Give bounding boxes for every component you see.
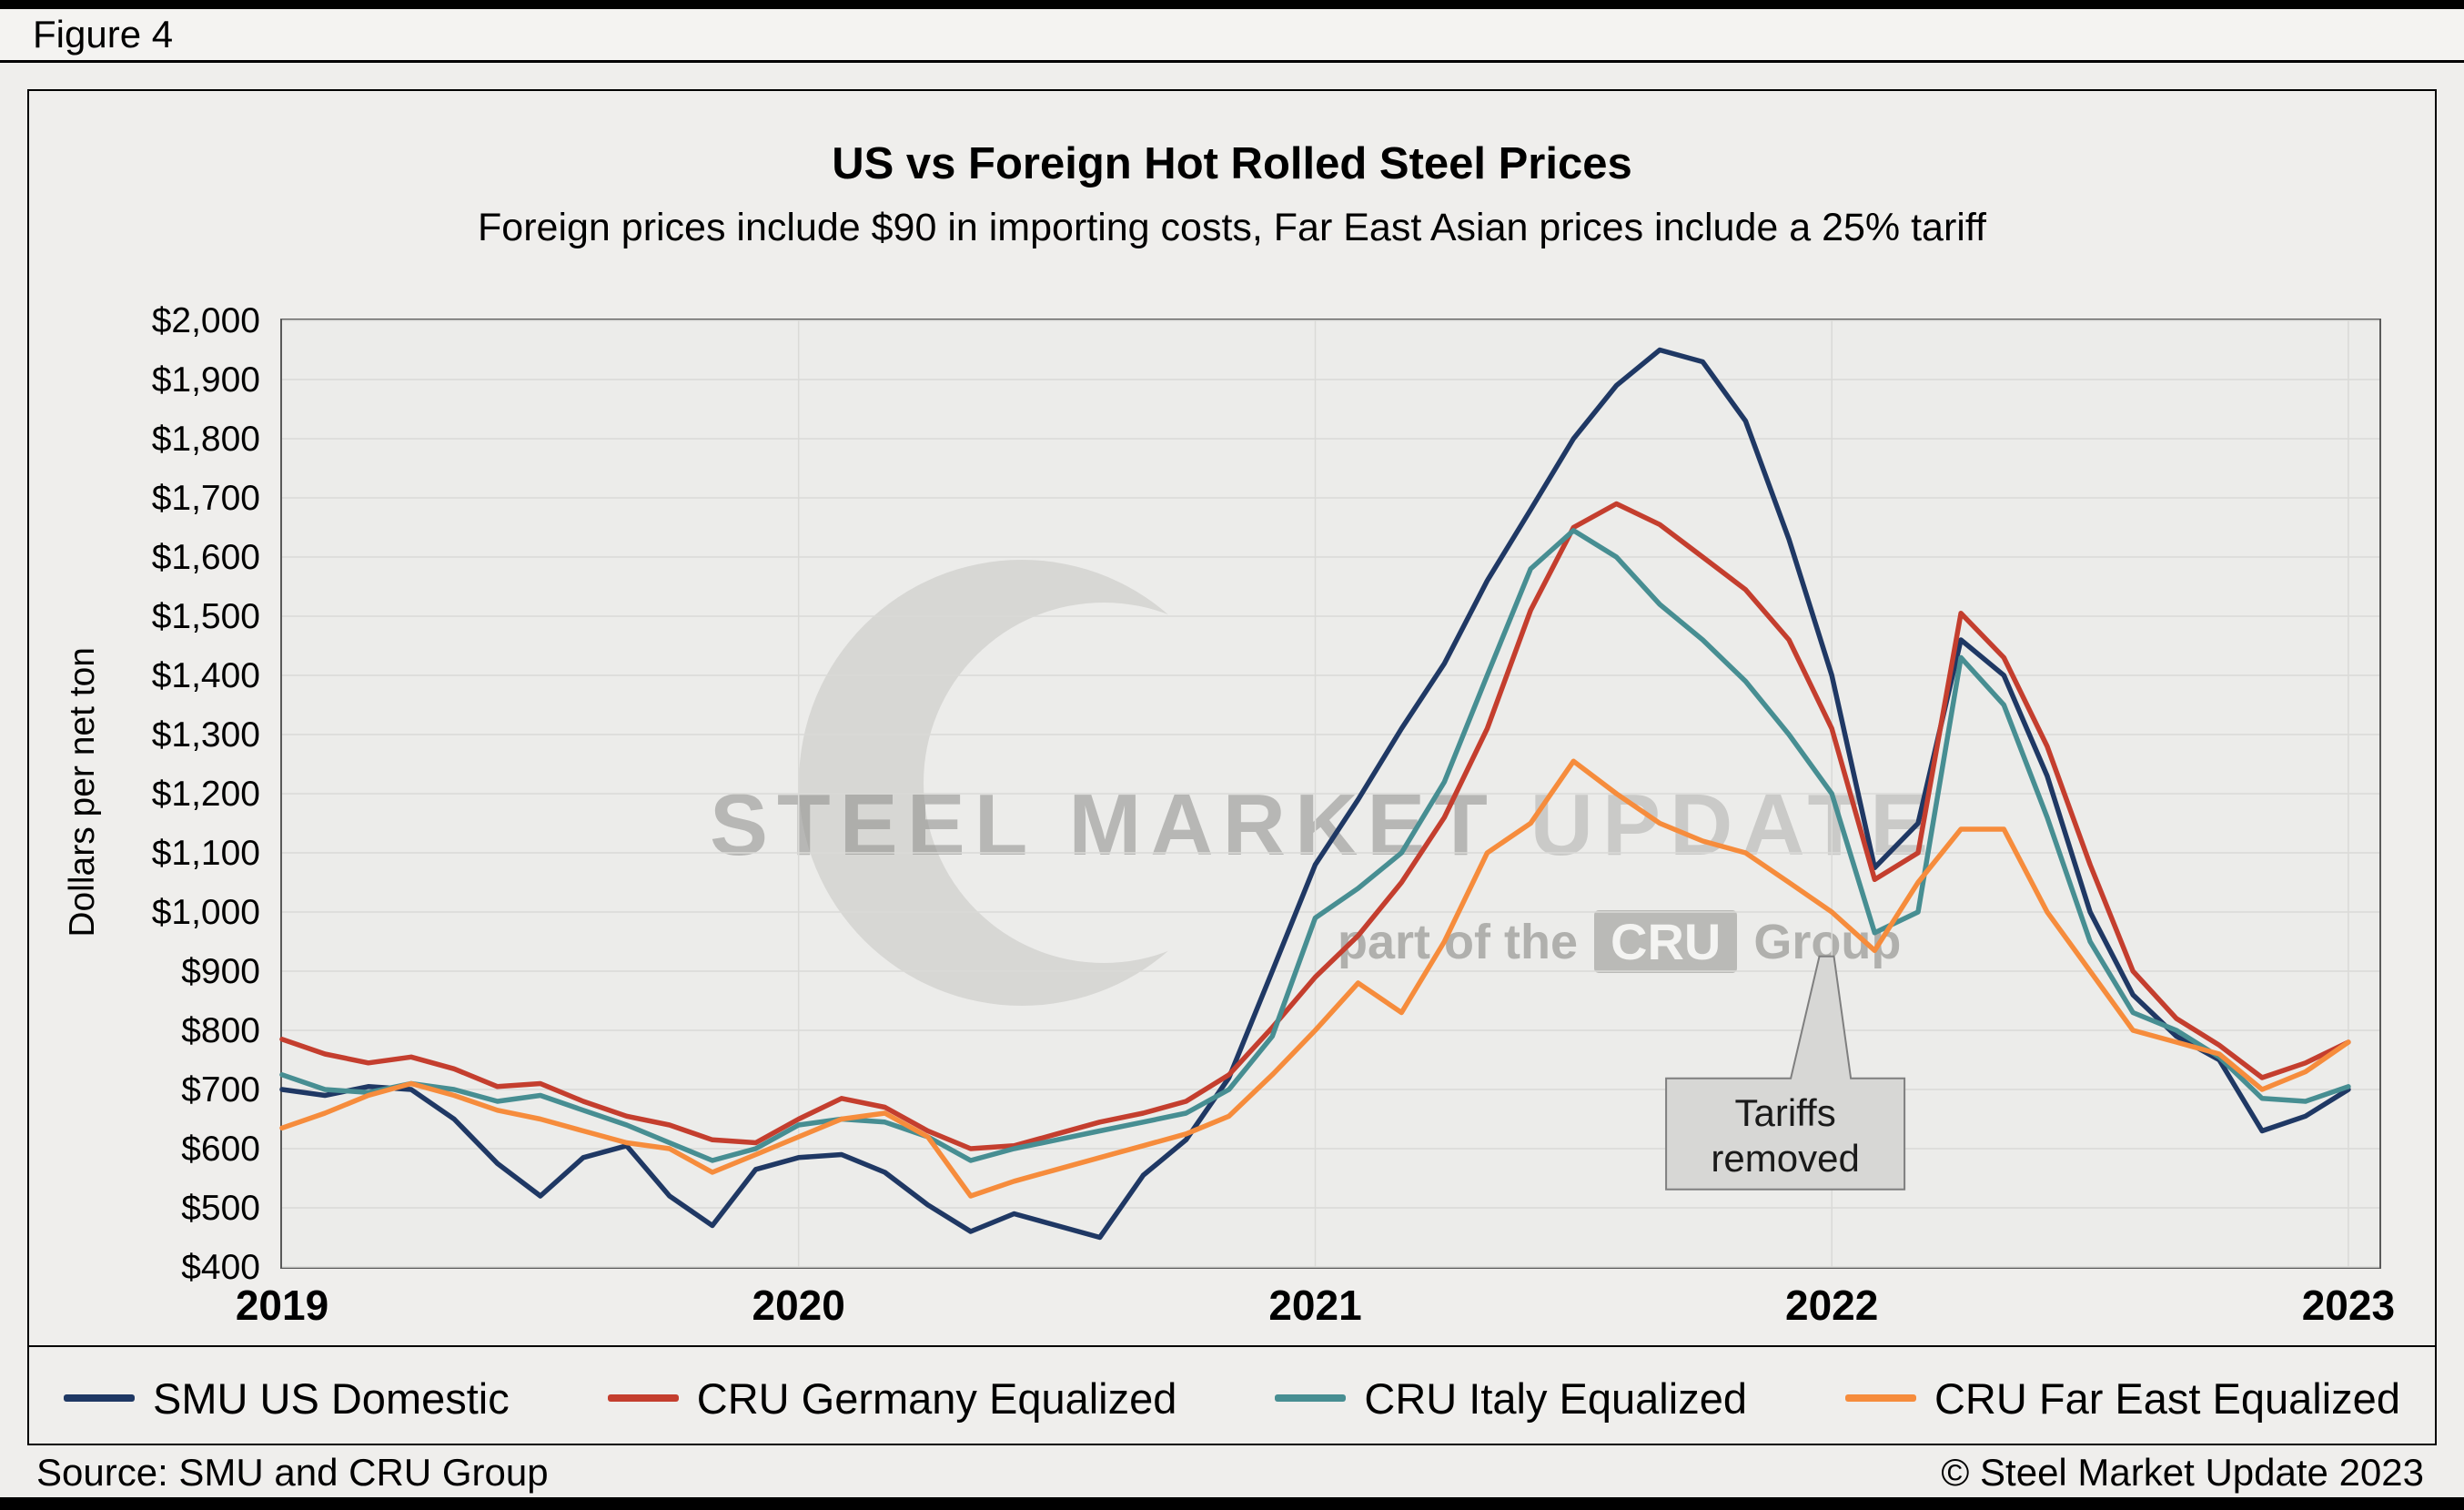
svg-text:$700: $700 — [181, 1070, 260, 1110]
svg-text:$1,800: $1,800 — [152, 420, 260, 459]
source-text: Source: SMU and CRU Group — [36, 1451, 549, 1494]
legend-item-cru-italy: CRU Italy Equalized — [1275, 1373, 1747, 1424]
svg-text:Tariffs: Tariffs — [1734, 1091, 1835, 1134]
legend-label: CRU Far East Equalized — [1934, 1373, 2400, 1423]
legend-label: SMU US Domestic — [153, 1373, 510, 1423]
y-axis-label: Dollars per net ton — [63, 646, 102, 937]
figure-footer: Source: SMU and CRU Group © Steel Market… — [0, 1449, 2464, 1496]
legend-item-smu-us-domestic: SMU US Domestic — [64, 1373, 510, 1424]
figure-label: Figure 4 — [33, 13, 174, 56]
svg-text:$1,500: $1,500 — [152, 597, 260, 636]
svg-text:$1,300: $1,300 — [152, 715, 260, 755]
legend-swatch-germany — [607, 1394, 679, 1402]
svg-text:$1,100: $1,100 — [152, 834, 260, 873]
svg-text:$1,900: $1,900 — [152, 360, 260, 400]
figure-header: Figure 4 — [0, 9, 2464, 63]
legend: SMU US Domestic CRU Germany Equalized CR… — [29, 1354, 2435, 1442]
chart-panel: US vs Foreign Hot Rolled Steel Prices Fo… — [27, 89, 2437, 1445]
legend-swatch-smu — [64, 1394, 136, 1402]
window-top-edge — [0, 0, 2464, 9]
legend-swatch-far-east — [1844, 1394, 1916, 1402]
svg-text:$1,400: $1,400 — [152, 656, 260, 695]
svg-text:2019: 2019 — [236, 1282, 328, 1329]
svg-text:$500: $500 — [181, 1189, 260, 1228]
svg-text:2023: 2023 — [2302, 1282, 2395, 1329]
svg-text:2021: 2021 — [1268, 1282, 1361, 1329]
plot-area: STEEL MARKET UPDATE part of the CRU Grou… — [152, 301, 2395, 1329]
svg-text:2022: 2022 — [1785, 1282, 1878, 1329]
svg-text:$1,000: $1,000 — [152, 893, 260, 932]
price-line-chart: $400 $500 $600 $700 $800 $900 $1,000 $1,100 $1,2… — [152, 301, 2395, 1329]
svg-text:$1,200: $1,200 — [152, 775, 260, 814]
chart-title: US vs Foreign Hot Rolled Steel Prices — [832, 139, 1632, 188]
svg-text:removed: removed — [1711, 1137, 1859, 1180]
legend-item-cru-far-east: CRU Far East Equalized — [1844, 1373, 2400, 1424]
svg-text:2020: 2020 — [752, 1282, 845, 1329]
legend-separator-line — [29, 1345, 2435, 1347]
legend-label: CRU Italy Equalized — [1364, 1373, 1747, 1423]
svg-text:$900: $900 — [181, 952, 260, 991]
svg-text:$1,600: $1,600 — [152, 538, 260, 577]
legend-item-cru-germany: CRU Germany Equalized — [607, 1373, 1177, 1424]
svg-text:$800: $800 — [181, 1011, 260, 1050]
svg-text:$400: $400 — [181, 1248, 260, 1287]
svg-text:$2,000: $2,000 — [152, 301, 260, 340]
window-bottom-edge — [0, 1497, 2464, 1510]
svg-text:$600: $600 — [181, 1130, 260, 1169]
legend-label: CRU Germany Equalized — [696, 1373, 1177, 1423]
svg-text:$1,700: $1,700 — [152, 479, 260, 518]
copyright-text: © Steel Market Update 2023 — [1941, 1451, 2424, 1494]
chart-subtitle: Foreign prices include $90 in importing … — [478, 206, 1986, 249]
legend-swatch-italy — [1275, 1394, 1347, 1402]
